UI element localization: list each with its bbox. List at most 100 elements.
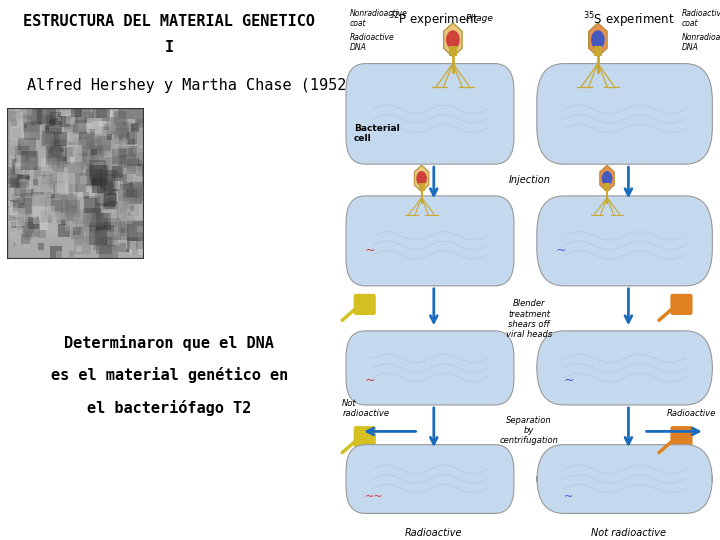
Bar [118,100,135,119]
Bar [76,146,81,152]
Bar [135,166,152,185]
Bar [118,160,124,166]
Bar [24,122,40,140]
Bar [53,113,58,118]
Polygon shape [444,23,462,57]
Bar [130,241,143,255]
Bar [89,187,98,198]
Bar [8,207,24,226]
Bar [81,133,97,151]
Bar [93,156,99,163]
Bar [126,249,130,253]
Bar [96,191,107,203]
Bar [118,243,126,252]
Bar [96,237,112,254]
Bar [114,151,123,162]
Bar [13,200,23,212]
Bar [89,225,107,245]
Bar [9,145,19,155]
Bar [61,199,68,207]
Bar [95,176,99,180]
Bar [122,184,126,188]
Bar [14,143,24,154]
Bar [25,237,37,251]
Bar [132,170,149,188]
Bar [72,209,85,224]
Bar [35,123,40,127]
Bar [125,215,132,224]
Bar [52,159,64,172]
Bar [111,117,127,136]
Text: Injection: Injection [508,175,550,185]
Bar [24,127,29,132]
Bar [127,127,131,131]
Bar [101,179,105,184]
Bar [60,116,71,127]
Bar [55,183,69,199]
Bar [68,184,78,195]
Bar [418,183,425,191]
Bar [68,164,83,180]
Bar [50,112,61,125]
Text: ~: ~ [564,374,574,387]
Bar [133,146,140,154]
Bar [24,196,44,217]
Bar [73,227,81,235]
Bar [45,128,60,144]
Bar [119,174,132,190]
Bar [40,210,52,224]
Bar [114,127,129,144]
Bar [13,220,18,225]
FancyBboxPatch shape [346,196,514,286]
Bar [21,151,38,170]
Bar [94,126,111,145]
Polygon shape [414,165,429,192]
Bar [116,123,129,137]
Bar [11,114,17,121]
FancyBboxPatch shape [537,64,712,164]
Bar [31,192,44,206]
Bar [112,172,120,181]
Bar [60,211,63,214]
Bar [102,206,117,222]
Bar [14,97,32,116]
Bar [95,169,101,176]
Bar [86,162,91,167]
Bar [16,155,33,174]
Bar [98,188,104,195]
FancyBboxPatch shape [537,331,712,405]
Circle shape [591,30,605,49]
Bar [16,112,24,120]
Text: Not
radioactive: Not radioactive [342,399,390,418]
Bar [91,216,106,233]
Bar [79,132,94,149]
Bar [137,119,145,128]
Bar [15,163,25,174]
Text: ~: ~ [564,492,573,502]
Bar [127,220,145,241]
Bar [10,202,22,214]
Bar [122,198,140,217]
Bar [19,103,35,120]
Bar [32,120,38,126]
Bar [96,174,115,194]
Bar [22,222,32,234]
Bar [51,200,62,212]
Bar [11,200,15,206]
Bar [24,125,27,127]
Bar [65,202,71,208]
Bar [449,46,456,56]
Bar [107,134,112,140]
Bar [130,184,145,201]
Bar [66,114,75,124]
Bar [66,164,70,168]
Bar [131,123,139,132]
Bar [106,117,122,135]
Bar [66,147,74,157]
Bar [35,232,39,236]
Bar [107,246,110,249]
Bar [133,152,144,165]
Bar [120,133,124,138]
Bar [39,230,46,238]
Bar [71,224,84,239]
